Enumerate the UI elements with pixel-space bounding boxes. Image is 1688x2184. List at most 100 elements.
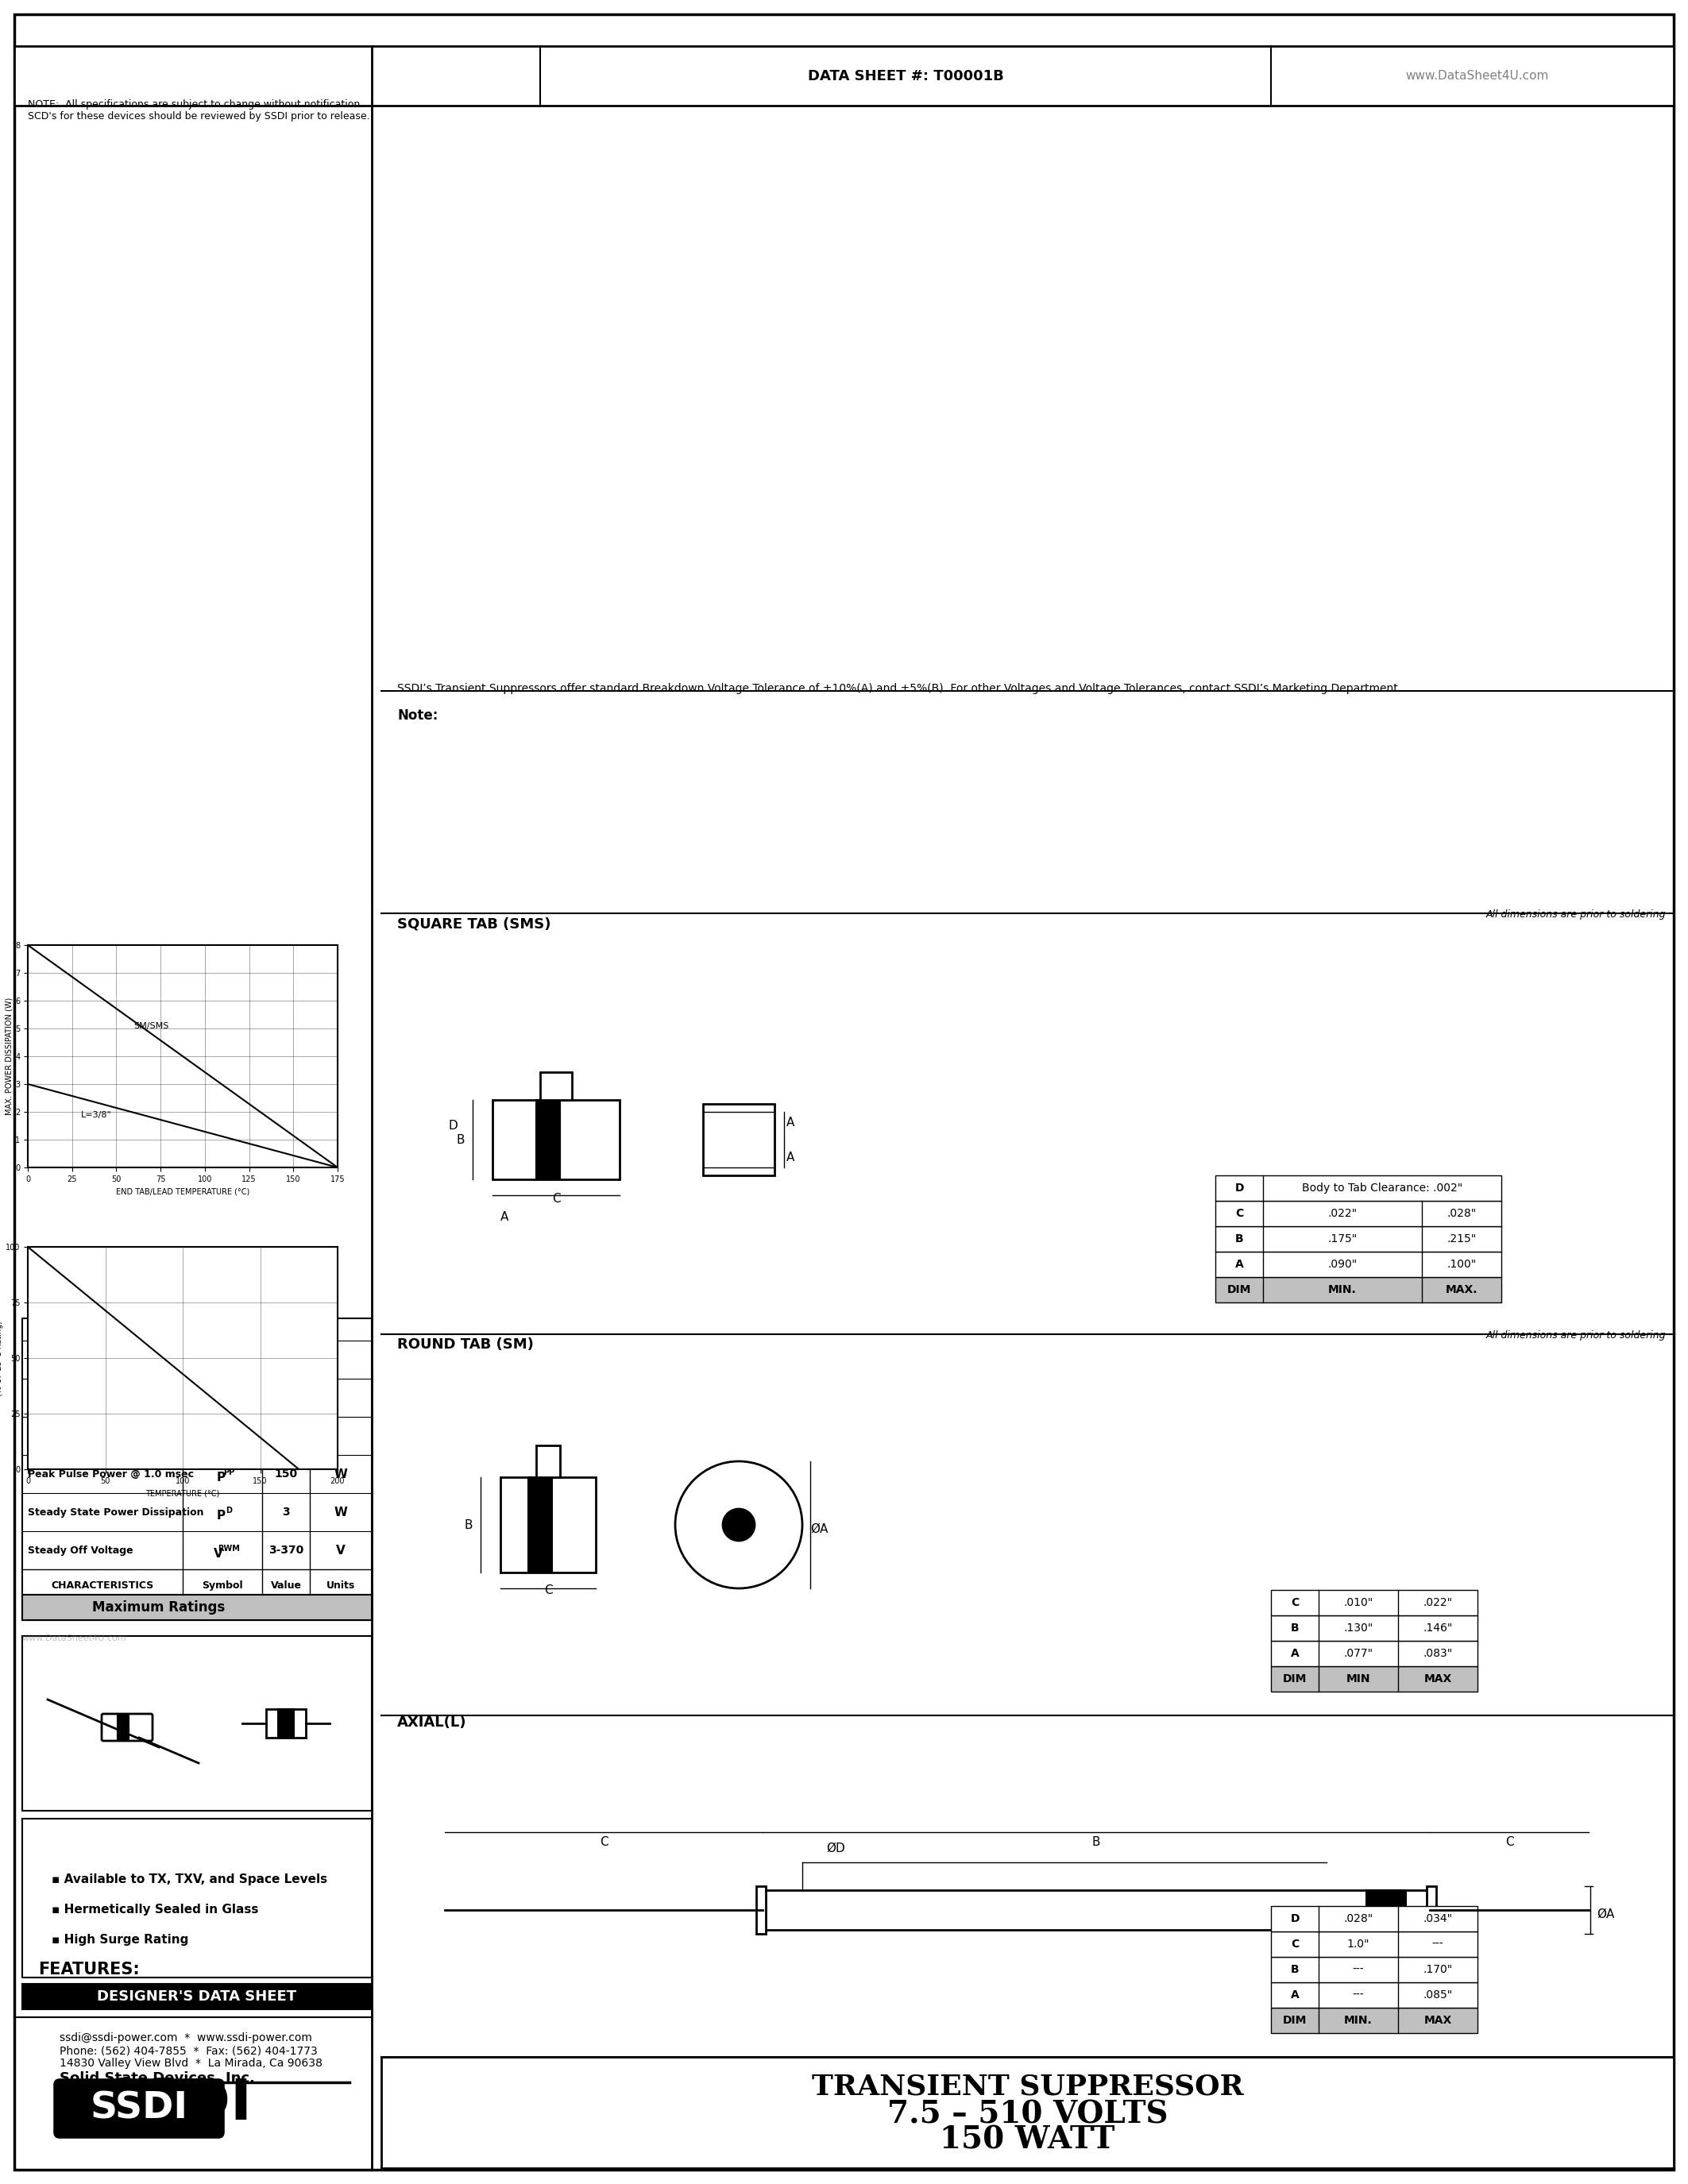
Text: A: A (500, 1212, 508, 1223)
Text: C: C (544, 1583, 552, 1597)
Bar (381, 2057, 1674, 2169)
Text: .175": .175" (1328, 1234, 1357, 1245)
Text: ▪ Available to TX, TXV, and Space Levels: ▪ Available to TX, TXV, and Space Levels (52, 1874, 327, 1885)
Text: MAX.: MAX. (1445, 1284, 1477, 1295)
Text: ssdi@ssdi-power.com  *  www.ssdi-power.com: ssdi@ssdi-power.com * www.ssdi-power.com (59, 2033, 312, 2044)
Bar (1271, 1666, 1477, 1693)
Bar (267, 1710, 306, 1738)
Text: A: A (1291, 1649, 1300, 1660)
Text: Peak Pulse Power @ 1.0 msec: Peak Pulse Power @ 1.0 msec (27, 1470, 194, 1479)
Text: L=3/8": L=3/8" (81, 1112, 111, 1118)
Text: Steady State Power Dissipation: Steady State Power Dissipation (27, 1507, 204, 1518)
Bar (537, 1446, 560, 1476)
Text: P: P (216, 1472, 225, 1483)
Text: .215": .215" (1447, 1234, 1477, 1245)
Text: Steady Off Voltage: Steady Off Voltage (27, 1544, 133, 1555)
Bar (1271, 1983, 1477, 2007)
Bar (1271, 1957, 1477, 1983)
Bar (763, 1889, 1430, 1931)
Bar (1271, 1640, 1477, 1666)
Text: MAX: MAX (1423, 2016, 1452, 2027)
Text: Peak Pulse Power: Peak Pulse Power (27, 1437, 113, 1446)
Text: Units: Units (326, 1579, 354, 1590)
Text: See Graph: See Graph (257, 1391, 316, 1404)
Text: A: A (787, 1151, 795, 1164)
Bar (528, 1476, 552, 1572)
Text: All dimensions are prior to soldering: All dimensions are prior to soldering (1485, 909, 1666, 919)
Bar (1271, 1931, 1477, 1957)
Text: B: B (1092, 1837, 1101, 1848)
Text: ---: --- (1431, 1939, 1443, 1950)
Text: NOTE:  All specifications are subject to change without notification.
SCD's for : NOTE: All specifications are subject to … (27, 98, 370, 122)
Text: .146": .146" (1423, 1623, 1453, 1634)
Bar (1271, 2007, 1477, 2033)
Text: .077": .077" (1344, 1649, 1372, 1660)
Text: ▪ High Surge Rating: ▪ High Surge Rating (52, 1933, 189, 1946)
Bar (118, 1714, 128, 1738)
Text: .010": .010" (1344, 1597, 1372, 1607)
Text: .085": .085" (1423, 1990, 1453, 2001)
Text: www.DataSheet4U.com: www.DataSheet4U.com (1406, 70, 1550, 81)
Text: FEATURES:: FEATURES: (39, 1961, 140, 1977)
Text: .170": .170" (1423, 1963, 1453, 1974)
Text: A: A (1291, 1990, 1300, 2001)
Bar (540, 1072, 572, 1101)
Text: DIM: DIM (1283, 2016, 1307, 2027)
Bar (22, 1594, 371, 1621)
Text: ØA: ØA (810, 1522, 829, 1535)
Text: STEADY STATE POWER VS. TEMPERATURE DERATING CURVE: STEADY STATE POWER VS. TEMPERATURE DERAT… (27, 1247, 324, 1256)
Text: 150: 150 (275, 1468, 297, 1479)
Text: See Graph: See Graph (257, 1431, 316, 1441)
Bar (1215, 1278, 1501, 1302)
Text: SSDI’s Transient Suppressors offer standard Breakdown Voltage Tolerance of ±10%(: SSDI’s Transient Suppressors offer stand… (397, 684, 1401, 695)
Bar (22, 1636, 371, 1811)
Bar (22, 1319, 371, 1621)
Text: 3-370: 3-370 (268, 1544, 304, 1555)
Text: D: D (226, 1507, 231, 1514)
Text: C: C (1291, 1597, 1298, 1607)
Text: -65ºC to + 175ºC: -65ºC to + 175ºC (238, 1354, 334, 1365)
Text: .100": .100" (1447, 1258, 1477, 1269)
Text: AXIAL(L): AXIAL(L) (397, 1714, 466, 1730)
Bar (756, 1887, 766, 1933)
Text: MIN.: MIN. (1328, 1284, 1357, 1295)
Text: C: C (1506, 1837, 1514, 1848)
Text: TRANSIENT SUPPRESSOR: TRANSIENT SUPPRESSOR (812, 2073, 1244, 2101)
Text: DATA SHEET #: T00001B: DATA SHEET #: T00001B (807, 68, 1004, 83)
Text: V: V (214, 1548, 223, 1559)
Text: MIN.: MIN. (1344, 2016, 1372, 2027)
Text: A: A (1236, 1258, 1244, 1269)
Text: ▪ Hermetically Sealed in Glass: ▪ Hermetically Sealed in Glass (52, 1904, 258, 1915)
Text: Value: Value (270, 1579, 302, 1590)
Bar (1271, 1907, 1477, 1931)
Text: MIN: MIN (1347, 1673, 1371, 1684)
Bar (14, 46, 1674, 105)
Bar (1215, 1175, 1501, 1201)
Text: .028": .028" (1447, 1208, 1477, 1219)
Bar (493, 1101, 619, 1179)
Text: C: C (599, 1837, 608, 1848)
Text: All dimensions are prior to soldering: All dimensions are prior to soldering (1485, 1330, 1666, 1341)
Bar (1215, 1201, 1501, 1225)
Text: Operating and Storage: Operating and Storage (27, 1361, 142, 1369)
Text: B: B (1236, 1234, 1244, 1245)
X-axis label: TEMPERATURE (°C): TEMPERATURE (°C) (145, 1489, 219, 1498)
Text: D: D (1234, 1182, 1244, 1195)
Text: SSDI: SSDI (89, 2090, 187, 2127)
Bar (1426, 1887, 1436, 1933)
Text: DIM: DIM (1283, 1673, 1307, 1684)
Text: 150 WATT: 150 WATT (940, 2125, 1116, 2156)
Text: CHARACTERISTICS: CHARACTERISTICS (51, 1579, 154, 1590)
Text: www.DataSheet4U.com: www.DataSheet4U.com (22, 1634, 127, 1642)
Text: ROUND TAB (SM): ROUND TAB (SM) (397, 1337, 533, 1352)
Text: B: B (1291, 1623, 1300, 1634)
Text: C: C (552, 1192, 560, 1206)
Text: .130": .130" (1344, 1623, 1372, 1634)
Text: ---: --- (1352, 1963, 1364, 1974)
Text: .083": .083" (1423, 1649, 1453, 1660)
Bar (500, 1476, 596, 1572)
Text: SQUARE TAB (SMS): SQUARE TAB (SMS) (397, 917, 550, 930)
Text: .022": .022" (1423, 1597, 1452, 1607)
Text: Maximum Ratings: Maximum Ratings (93, 1601, 225, 1614)
Text: .028": .028" (1344, 1913, 1372, 1924)
